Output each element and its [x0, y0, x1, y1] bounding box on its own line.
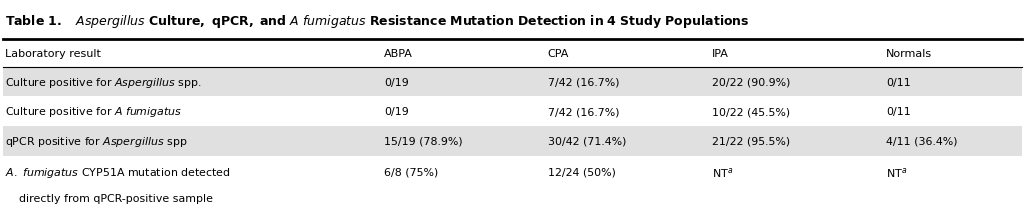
Text: 7/42 (16.7%): 7/42 (16.7%): [548, 77, 620, 87]
Text: 4/11 (36.4%): 4/11 (36.4%): [886, 136, 957, 146]
Text: 7/42 (16.7%): 7/42 (16.7%): [548, 107, 620, 117]
Text: 0/19: 0/19: [384, 107, 409, 117]
Text: 0/11: 0/11: [886, 77, 910, 87]
Text: Normals: Normals: [886, 49, 932, 59]
Text: qPCR positive for $\mathit{Aspergillus}$ spp: qPCR positive for $\mathit{Aspergillus}$…: [5, 134, 187, 148]
Text: Culture positive for $\mathit{A\ fumigatus}$: Culture positive for $\mathit{A\ fumigat…: [5, 105, 182, 119]
Text: NT$^{a}$: NT$^{a}$: [886, 165, 907, 179]
Text: 10/22 (45.5%): 10/22 (45.5%): [712, 107, 790, 117]
Text: NT$^{a}$: NT$^{a}$: [712, 165, 733, 179]
Text: directly from qPCR-positive sample: directly from qPCR-positive sample: [5, 193, 213, 203]
Text: 20/22 (90.9%): 20/22 (90.9%): [712, 77, 791, 87]
Text: 0/19: 0/19: [384, 77, 409, 87]
Text: 0/11: 0/11: [886, 107, 910, 117]
Bar: [3, 126, 1022, 156]
Text: 21/22 (95.5%): 21/22 (95.5%): [712, 136, 790, 146]
Text: $\mathbf{Table\ 1.}$   $\mathbf{\mathit{Aspergillus}}$ $\mathbf{Culture,\ qPCR,\: $\mathbf{Table\ 1.}$ $\mathbf{\mathit{As…: [5, 13, 750, 30]
Text: $\mathit{A.\ fumigatus}$ CYP51A mutation detected: $\mathit{A.\ fumigatus}$ CYP51A mutation…: [5, 165, 230, 179]
Text: 15/19 (78.9%): 15/19 (78.9%): [384, 136, 463, 146]
Text: Laboratory result: Laboratory result: [5, 49, 101, 59]
Text: 6/8 (75%): 6/8 (75%): [384, 167, 438, 177]
Text: ABPA: ABPA: [384, 49, 413, 59]
Text: 30/42 (71.4%): 30/42 (71.4%): [548, 136, 627, 146]
Text: Culture positive for $\mathit{Aspergillus}$ spp.: Culture positive for $\mathit{Aspergillu…: [5, 75, 202, 89]
Text: 12/24 (50%): 12/24 (50%): [548, 167, 615, 177]
Text: IPA: IPA: [712, 49, 728, 59]
Bar: [3, 67, 1022, 97]
Text: CPA: CPA: [548, 49, 569, 59]
